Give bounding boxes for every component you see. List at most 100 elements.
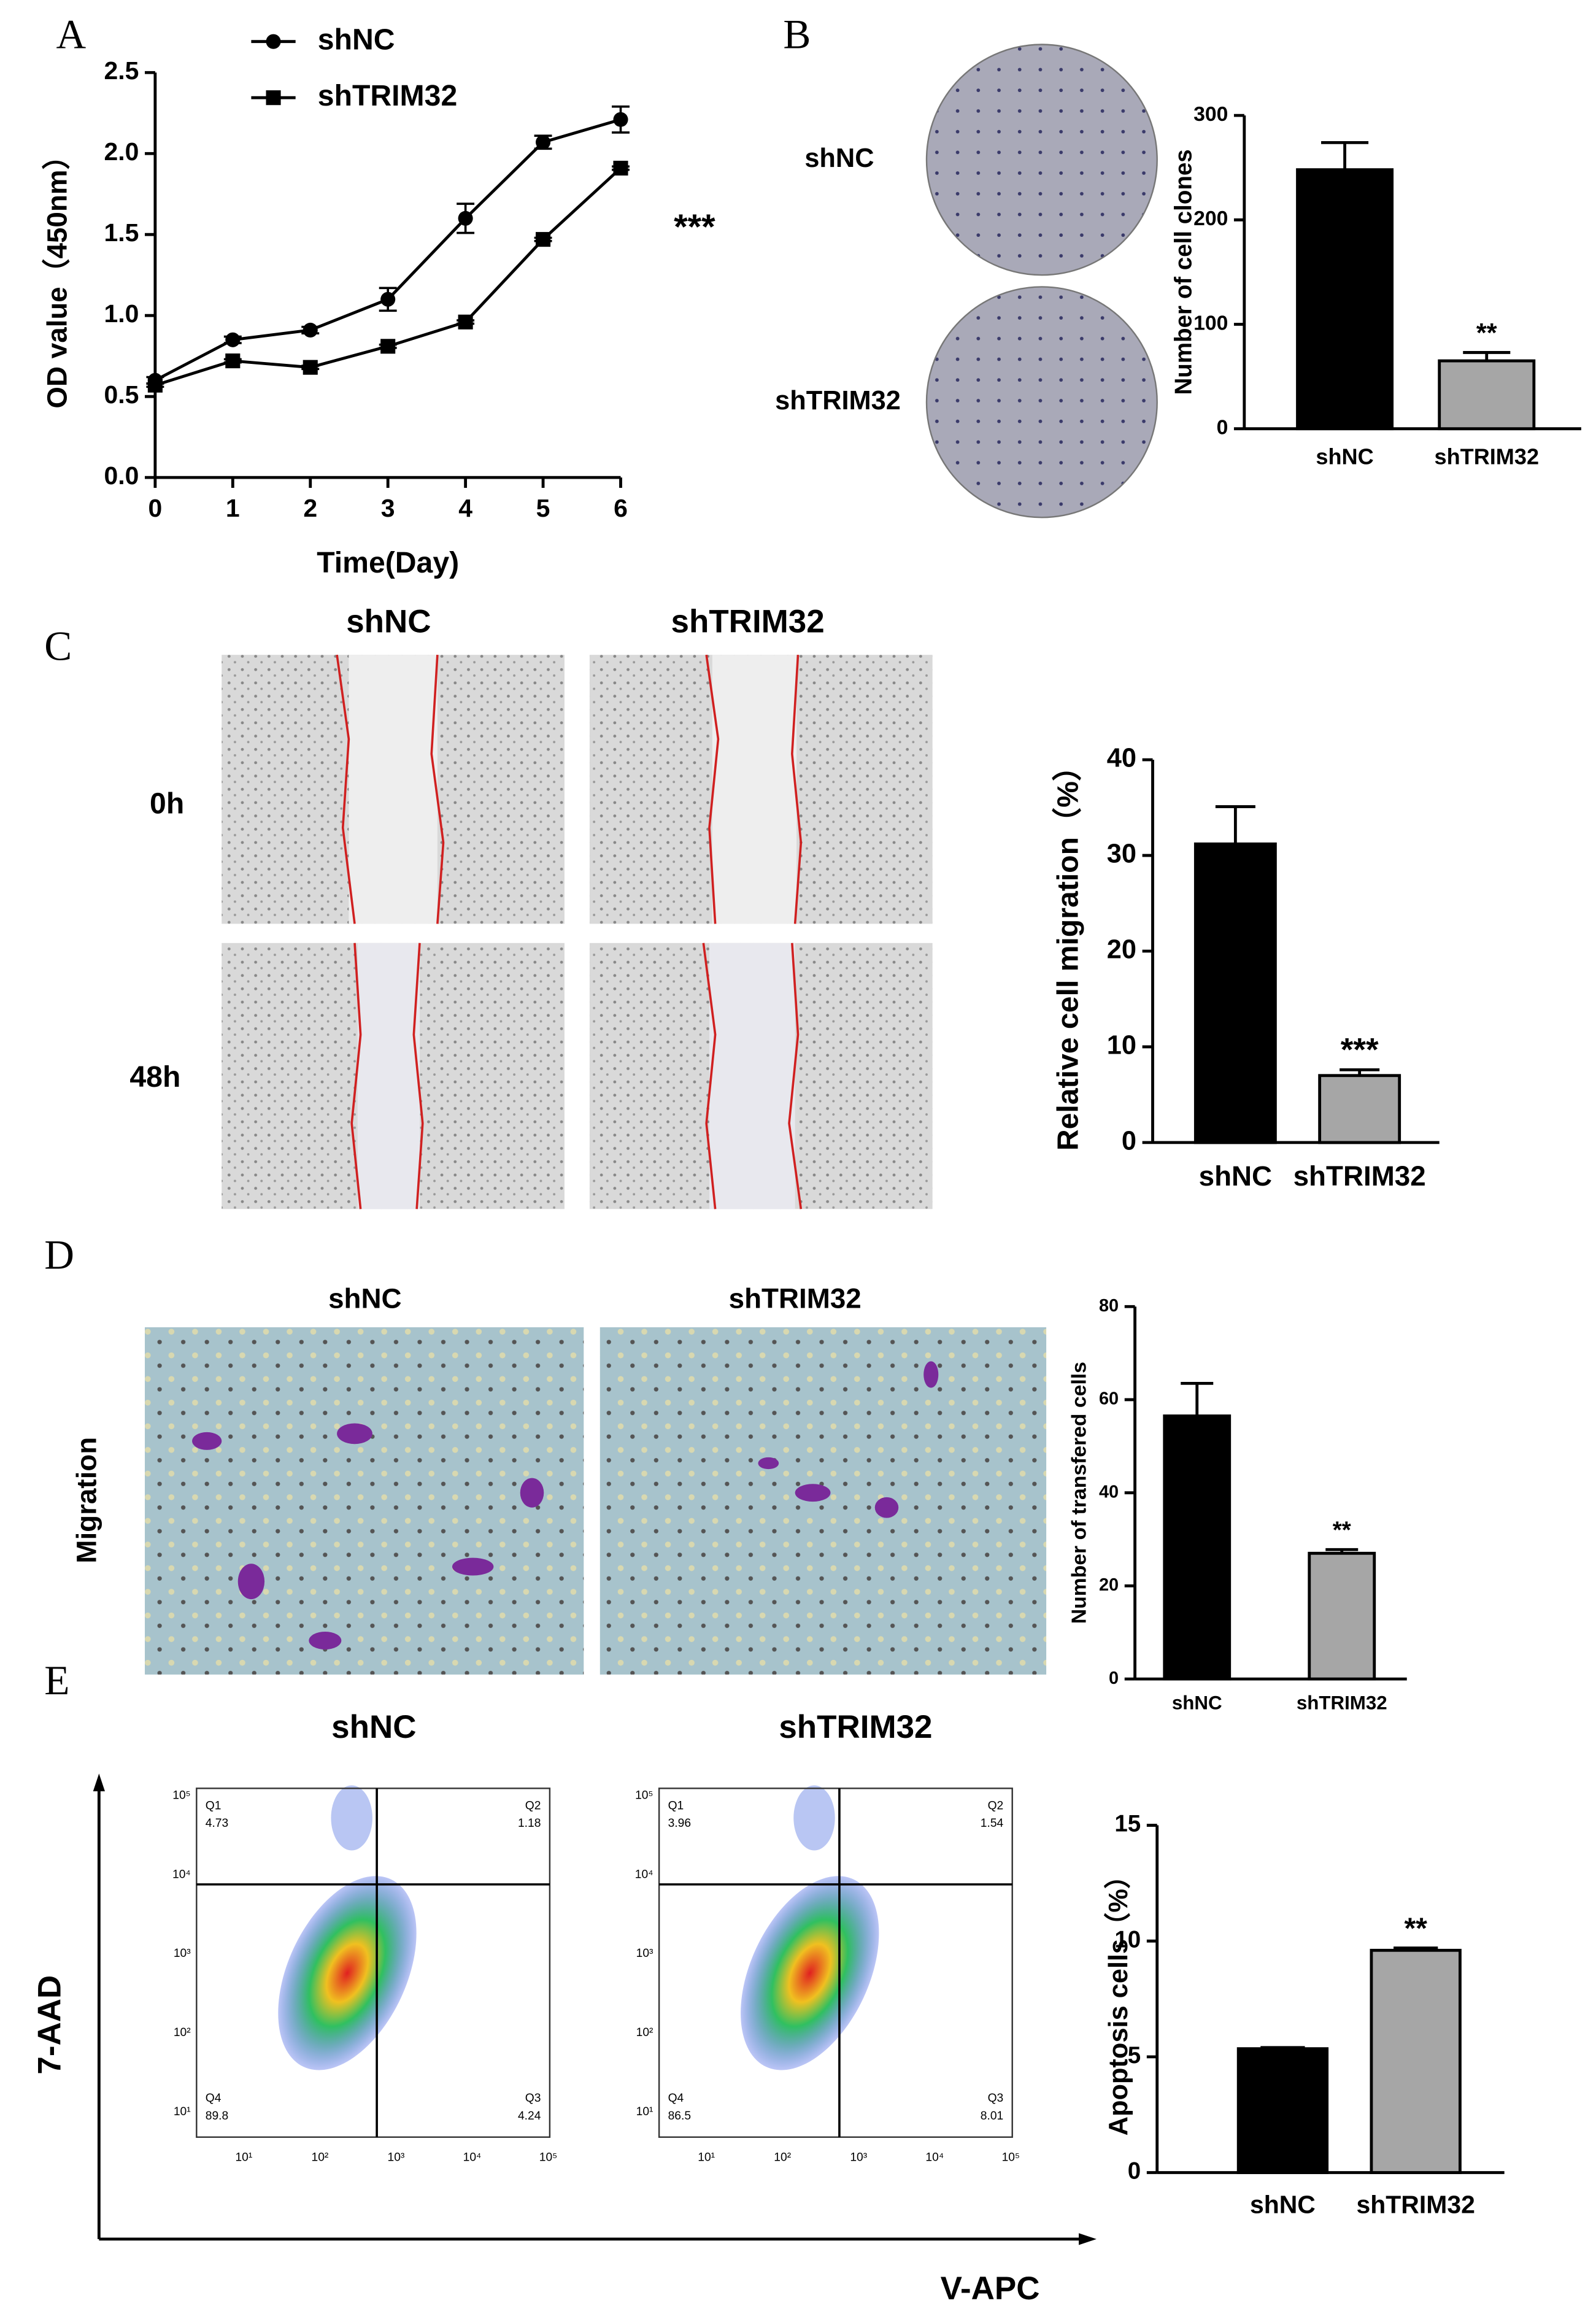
panel-label: C xyxy=(44,623,72,669)
y-tick-label: 15 xyxy=(1114,1811,1141,1837)
point xyxy=(536,232,551,247)
quadrant-name: Q2 xyxy=(988,1799,1004,1812)
panel-labels: A B C D E xyxy=(44,11,811,1703)
quadrant-name: Q1 xyxy=(206,1799,222,1812)
y-tick-label: 0 xyxy=(1128,2158,1141,2185)
cell-density xyxy=(741,1876,879,2070)
bar xyxy=(1308,1551,1376,1681)
quadrant-name: Q2 xyxy=(525,1799,541,1812)
x-tick-label: shNC xyxy=(1316,444,1373,469)
error-bar xyxy=(1321,141,1369,170)
y-tick-label: 0 xyxy=(1217,416,1228,439)
axis-tick-label: 10⁵ xyxy=(539,2151,557,2164)
y-tick-label: 1.5 xyxy=(104,218,139,247)
gap xyxy=(712,655,797,924)
x-tick-label: shNC xyxy=(1172,1692,1222,1713)
point xyxy=(458,210,473,226)
gap xyxy=(357,943,420,1209)
y-tick-label: 0.5 xyxy=(104,380,139,409)
quadrant-percent: 8.01 xyxy=(981,2110,1003,2123)
point xyxy=(225,353,241,369)
point xyxy=(147,377,163,393)
point xyxy=(380,291,396,307)
axis-tick-label: 10¹ xyxy=(698,2151,715,2164)
bar xyxy=(1318,1074,1401,1144)
quadrant-percent: 4.24 xyxy=(518,2110,541,2123)
transwell-image xyxy=(145,1327,584,1675)
row-label: shTRIM32 xyxy=(775,386,901,415)
y-tick-label: 40 xyxy=(1107,744,1136,773)
quadrant-name: Q1 xyxy=(668,1799,684,1812)
panel-label: A xyxy=(56,11,87,57)
x-tick-label: shTRIM32 xyxy=(1293,1160,1426,1192)
axis-tick-label: 10⁵ xyxy=(635,1789,653,1802)
c-images: shNC shTRIM32 0h 48h xyxy=(129,604,933,1209)
stained-cells xyxy=(192,1361,939,1649)
bar xyxy=(1370,1948,1462,2174)
axis-tick-label: 10² xyxy=(636,2026,653,2039)
axis-tick-label: 10⁵ xyxy=(1002,2151,1020,2164)
axis-tick-label: 10⁴ xyxy=(635,1868,653,1881)
y-tick-label: 60 xyxy=(1099,1389,1119,1409)
dish-image xyxy=(925,44,1158,276)
column-label: shTRIM32 xyxy=(729,1283,862,1314)
quadrant-percent: 1.18 xyxy=(518,1817,541,1830)
column-label: shNC xyxy=(328,1283,401,1314)
axis-title: V-APC xyxy=(941,2270,1040,2307)
x-tick-label: shTRIM32 xyxy=(1435,444,1540,469)
quadrant-percent: 1.54 xyxy=(981,1817,1004,1830)
plot-frame xyxy=(658,1788,1013,2138)
axis-tick-label: 10³ xyxy=(636,1947,653,1960)
quadrant-percent: 89.8 xyxy=(206,2110,228,2123)
point xyxy=(225,332,241,347)
axis-tick-label: 10⁴ xyxy=(463,2151,482,2164)
error-bar xyxy=(1215,805,1255,844)
y-tick-label: 2.5 xyxy=(104,56,139,85)
y-tick-label: 0 xyxy=(1122,1126,1136,1155)
point xyxy=(536,134,551,150)
annotation: *** xyxy=(674,207,715,247)
axis-tick-label: 10² xyxy=(174,2026,191,2039)
x-tick-label: shNC xyxy=(1250,2191,1316,2219)
panel-label: E xyxy=(44,1657,69,1703)
y-tick-label: 80 xyxy=(1099,1296,1119,1316)
x-tick-label: 1 xyxy=(226,494,240,522)
point xyxy=(613,160,628,176)
annotation: ** xyxy=(1404,1911,1427,1945)
quadrant-percent: 3.96 xyxy=(668,1817,691,1830)
quadrant-percent: 4.73 xyxy=(206,1817,228,1830)
quadrant-name: Q3 xyxy=(525,2092,541,2105)
row-label: Migration xyxy=(71,1437,102,1564)
quadrant-name: Q3 xyxy=(988,2092,1004,2105)
axis-title: 7-AAD xyxy=(31,1975,67,2075)
annotation: ** xyxy=(1476,318,1497,348)
point xyxy=(380,339,396,354)
legend-label: shNC xyxy=(318,23,395,56)
y-axis-title: Number of transfered cells xyxy=(1067,1362,1090,1624)
b-images: shNC shTRIM32 xyxy=(775,44,1158,519)
arrow-head xyxy=(1079,2233,1097,2245)
annotation: *** xyxy=(1341,1032,1379,1068)
gap xyxy=(349,655,438,924)
quadrant-name: Q4 xyxy=(668,2092,684,2105)
column-label: shNC xyxy=(331,1709,416,1745)
y-axis-title: Relative cell migration（%） xyxy=(1051,752,1084,1151)
y-tick-label: 30 xyxy=(1107,839,1136,869)
e-flow: 7-AAD V-APC shNC shTRIM32 xyxy=(31,1709,1097,2307)
quadrant-percent: 86.5 xyxy=(668,2110,691,2123)
axis-tick-label: 10³ xyxy=(174,1947,191,1960)
y-tick-label: 5 xyxy=(1128,2042,1141,2069)
legend-marker xyxy=(266,90,281,106)
x-tick-label: 0 xyxy=(148,494,162,522)
y-tick-label: 20 xyxy=(1099,1575,1119,1595)
cell-density xyxy=(331,1785,372,1851)
annotation: ** xyxy=(1333,1517,1351,1543)
axis-tick-label: 10³ xyxy=(850,2151,867,2164)
point xyxy=(613,112,628,127)
y-tick-label: 1.0 xyxy=(104,299,139,328)
x-tick-label: 2 xyxy=(303,494,317,522)
x-axis-title: Time(Day) xyxy=(317,546,459,579)
point xyxy=(303,360,318,375)
bar xyxy=(1163,1414,1232,1681)
axis-tick-label: 10⁵ xyxy=(172,1789,190,1802)
